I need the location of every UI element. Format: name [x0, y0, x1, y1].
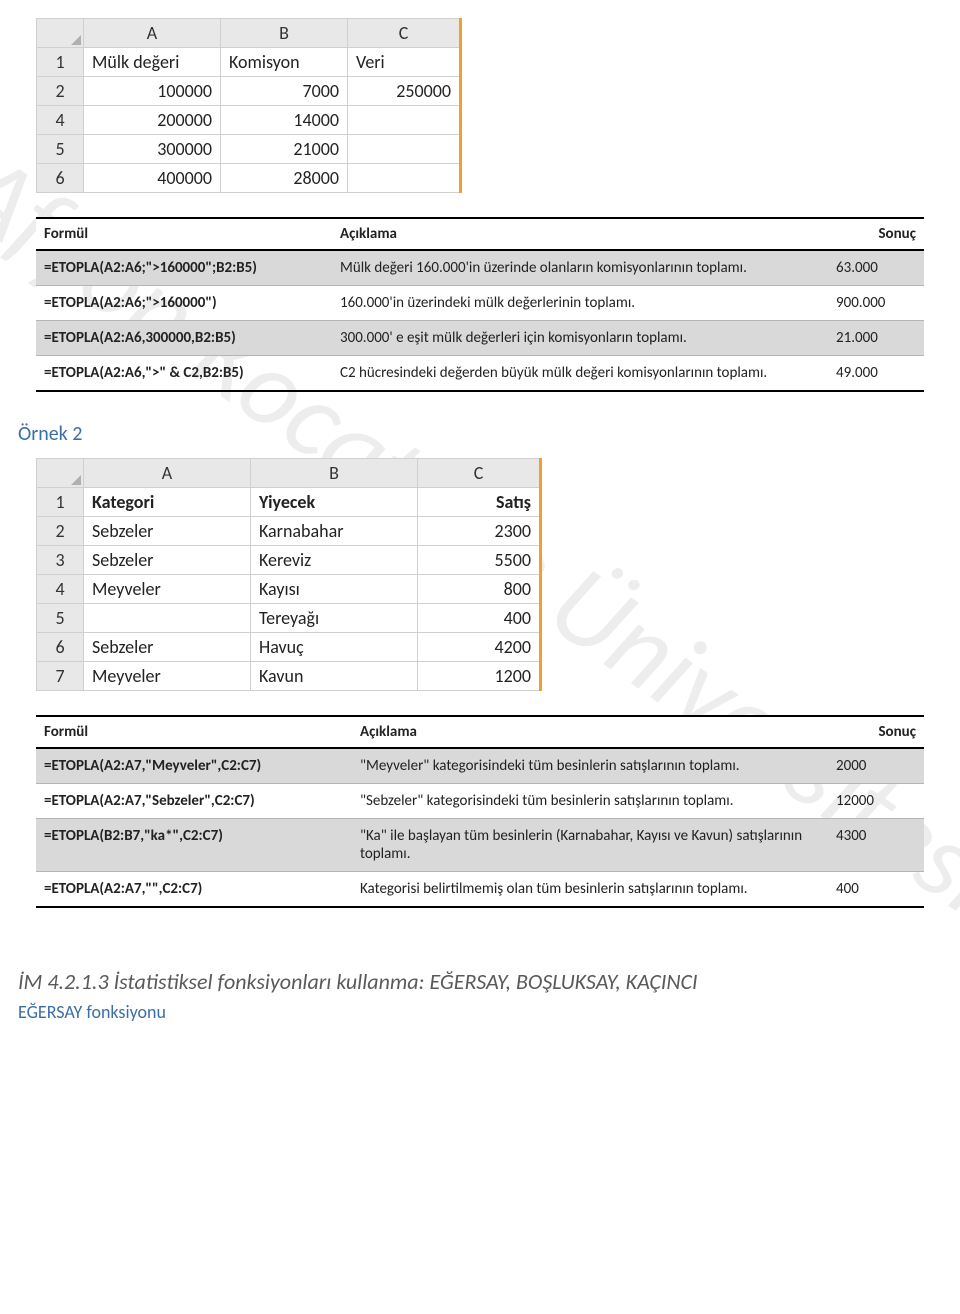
cell: Yiyecek — [251, 488, 418, 517]
formula-cell: =ETOPLA(A2:A6;">160000") — [36, 286, 332, 321]
description-cell: C2 hücresindeki değerden büyük mülk değe… — [332, 356, 828, 392]
example-2-heading: Örnek 2 — [18, 422, 924, 446]
cell: Meyveler — [84, 662, 251, 691]
cell — [348, 164, 461, 193]
row-header: 4 — [37, 106, 84, 135]
row-header: 5 — [37, 604, 84, 633]
cell: 28000 — [221, 164, 348, 193]
cell: 14000 — [221, 106, 348, 135]
col-header: A — [84, 459, 251, 488]
cell: Sebzeler — [84, 546, 251, 575]
row-header: 1 — [37, 488, 84, 517]
description-cell: "Ka" ile başlayan tüm besinlerin (Karnab… — [352, 819, 828, 872]
row-header: 2 — [37, 77, 84, 106]
result-cell: 2000 — [828, 748, 924, 784]
cell: Havuç — [251, 633, 418, 662]
cell: 2300 — [418, 517, 541, 546]
cell: Kategori — [84, 488, 251, 517]
col-header: C — [348, 19, 461, 48]
row-header: 3 — [37, 546, 84, 575]
description-cell: 160.000'in üzerindeki mülk değerlerinin … — [332, 286, 828, 321]
corner-cell — [37, 459, 84, 488]
description-cell: "Meyveler" kategorisindeki tüm besinleri… — [352, 748, 828, 784]
cell: 7000 — [221, 77, 348, 106]
cell: Sebzeler — [84, 517, 251, 546]
formula-cell: =ETOPLA(A2:A7,"",C2:C7) — [36, 872, 352, 908]
cell: 100000 — [84, 77, 221, 106]
result-cell: 49.000 — [828, 356, 924, 392]
description-cell: 300.000' e eşit mülk değerleri için komi… — [332, 321, 828, 356]
desc-header: Sonuç — [828, 716, 924, 748]
row-header: 1 — [37, 48, 84, 77]
formula-table-1: FormülAçıklamaSonuç =ETOPLA(A2:A6;">16000… — [36, 217, 924, 392]
formula-cell: =ETOPLA(A2:A6;">160000";B2:B5) — [36, 250, 332, 286]
desc-header: Formül — [36, 218, 332, 250]
excel-grid-1: ABC 1Mülk değeriKomisyonVeri 2100000700025… — [36, 18, 462, 193]
cell: Kavun — [251, 662, 418, 691]
cell: 200000 — [84, 106, 221, 135]
row-header: 7 — [37, 662, 84, 691]
col-header: C — [418, 459, 541, 488]
cell: Veri — [348, 48, 461, 77]
section-heading: İM 4.2.1.3 İstatistiksel fonksiyonları k… — [18, 968, 924, 995]
desc-header: Açıklama — [332, 218, 828, 250]
cell: 400 — [418, 604, 541, 633]
formula-cell: =ETOPLA(A2:A7,"Sebzeler",C2:C7) — [36, 784, 352, 819]
cell: 5500 — [418, 546, 541, 575]
function-heading: EĞERSAY fonksiyonu — [18, 1001, 924, 1023]
row-header: 6 — [37, 633, 84, 662]
cell: Mülk değeri — [84, 48, 221, 77]
col-header: B — [251, 459, 418, 488]
cell: 400000 — [84, 164, 221, 193]
cell — [348, 106, 461, 135]
result-cell: 12000 — [828, 784, 924, 819]
col-header: A — [84, 19, 221, 48]
row-header: 4 — [37, 575, 84, 604]
formula-cell: =ETOPLA(B2:B7,"ka*",C2:C7) — [36, 819, 352, 872]
row-header: 2 — [37, 517, 84, 546]
result-cell: 900.000 — [828, 286, 924, 321]
cell: 800 — [418, 575, 541, 604]
cell — [348, 135, 461, 164]
formula-table-2: FormülAçıklamaSonuç =ETOPLA(A2:A7,"Meyvel… — [36, 715, 924, 908]
result-cell: 21.000 — [828, 321, 924, 356]
cell: Kereviz — [251, 546, 418, 575]
cell: Meyveler — [84, 575, 251, 604]
result-cell: 63.000 — [828, 250, 924, 286]
excel-grid-2: ABC1KategoriYiyecekSatış2SebzelerKarnaba… — [36, 458, 542, 691]
cell: 4200 — [418, 633, 541, 662]
corner-cell — [37, 19, 84, 48]
desc-header: Sonuç — [828, 218, 924, 250]
cell: Karnabahar — [251, 517, 418, 546]
description-cell: Mülk değeri 160.000'in üzerinde olanları… — [332, 250, 828, 286]
cell: Komisyon — [221, 48, 348, 77]
description-cell: "Sebzeler" kategorisindeki tüm besinleri… — [352, 784, 828, 819]
cell: 250000 — [348, 77, 461, 106]
desc-header: Formül — [36, 716, 352, 748]
formula-cell: =ETOPLA(A2:A7,"Meyveler",C2:C7) — [36, 748, 352, 784]
cell: 21000 — [221, 135, 348, 164]
row-header: 5 — [37, 135, 84, 164]
cell: Tereyağı — [251, 604, 418, 633]
result-cell: 4300 — [828, 819, 924, 872]
cell: Kayısı — [251, 575, 418, 604]
cell: 1200 — [418, 662, 541, 691]
cell — [84, 604, 251, 633]
result-cell: 400 — [828, 872, 924, 908]
desc-header: Açıklama — [352, 716, 828, 748]
row-header: 6 — [37, 164, 84, 193]
cell: Satış — [418, 488, 541, 517]
description-cell: Kategorisi belirtilmemiş olan tüm besinl… — [352, 872, 828, 908]
formula-cell: =ETOPLA(A2:A6,">" & C2,B2:B5) — [36, 356, 332, 392]
cell: 300000 — [84, 135, 221, 164]
col-header: B — [221, 19, 348, 48]
cell: Sebzeler — [84, 633, 251, 662]
formula-cell: =ETOPLA(A2:A6,300000,B2:B5) — [36, 321, 332, 356]
